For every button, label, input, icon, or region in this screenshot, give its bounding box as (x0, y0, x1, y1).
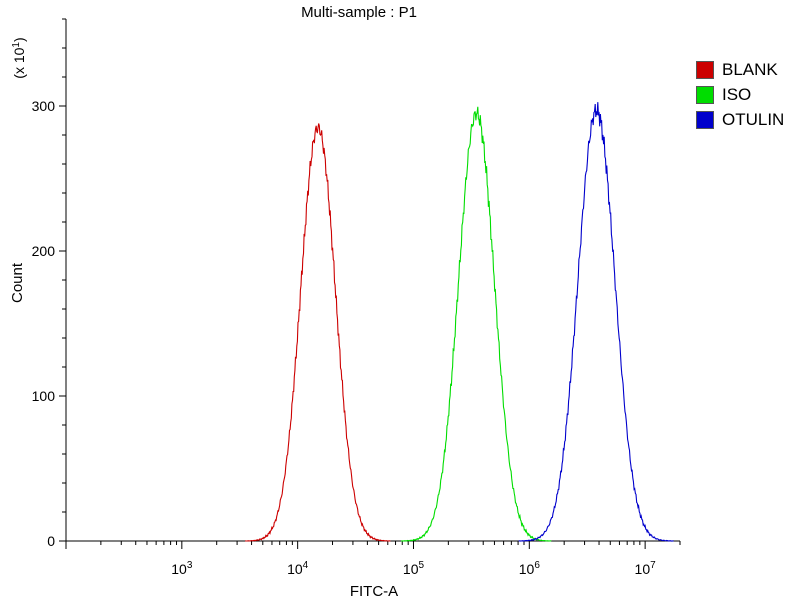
x-tick-label: 106 (519, 560, 541, 577)
x-tick-label: 107 (635, 560, 657, 577)
histogram-blank (245, 123, 391, 542)
y-tick-label: 200 (32, 243, 56, 259)
y-tick-label: 300 (32, 98, 56, 114)
legend-label-iso: ISO (722, 84, 752, 104)
y-tick-label: 0 (47, 533, 55, 549)
y-multiplier-label: (x 101) (11, 37, 27, 78)
legend: BLANK ISO OTULIN (696, 57, 784, 132)
x-tick-label: 104 (287, 560, 309, 577)
legend-label-otulin: OTULIN (722, 109, 785, 129)
chart-title: Multi-sample : P1 (301, 4, 417, 21)
y-axis-label: Count (9, 262, 26, 303)
legend-swatch-blank (696, 60, 714, 79)
legend-swatch-otulin (696, 110, 714, 129)
legend-item-otulin: OTULIN (696, 107, 784, 132)
legend-swatch-iso (696, 85, 714, 104)
axes: 0 100 200 300 103 104 105 106 107 (32, 18, 681, 577)
y-tick-label: 100 (32, 388, 56, 404)
histogram-iso (401, 106, 552, 542)
series-layer (245, 102, 674, 542)
x-tick-label: 103 (171, 560, 193, 577)
x-axis-label: FITC-A (350, 583, 398, 600)
legend-label-blank: BLANK (722, 59, 778, 79)
legend-item-blank: BLANK (696, 57, 784, 82)
x-tick-label: 105 (403, 560, 425, 577)
histogram-otulin (518, 102, 674, 542)
legend-item-iso: ISO (696, 82, 784, 107)
